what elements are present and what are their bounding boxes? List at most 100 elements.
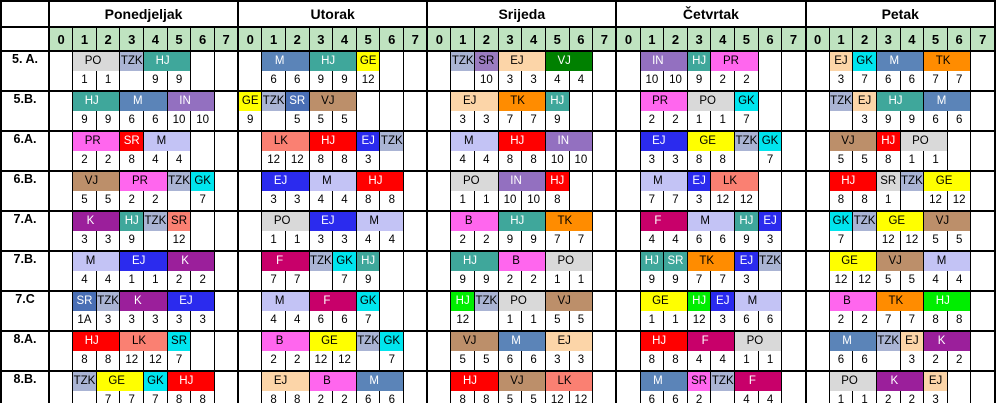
lesson-m[interactable] <box>663 170 688 191</box>
lesson-sr[interactable]: SR <box>686 370 712 391</box>
period-header-petak-3[interactable]: 3 <box>875 26 901 52</box>
lesson-ge[interactable] <box>852 250 877 271</box>
lesson-vj[interactable] <box>852 130 877 151</box>
lesson-hj[interactable]: HJ <box>875 90 903 111</box>
lesson-tk[interactable]: TK <box>497 90 525 111</box>
lesson-f[interactable]: F <box>639 210 664 231</box>
lesson-ge[interactable] <box>663 290 688 311</box>
lesson-vj[interactable] <box>569 50 594 71</box>
lesson-ge[interactable]: GE <box>828 250 858 271</box>
period-header-srijeda-5[interactable]: 5 <box>544 26 570 52</box>
lesson-ej[interactable]: EJ <box>355 130 381 151</box>
lesson-b[interactable] <box>285 330 310 351</box>
lesson-m[interactable]: M <box>734 290 759 311</box>
lesson-pr[interactable]: PR <box>639 90 668 111</box>
lesson-b[interactable]: B <box>497 250 522 271</box>
lesson-gk[interactable]: GK <box>828 210 854 231</box>
period-header-srijeda-0[interactable]: 0 <box>426 26 452 52</box>
lesson-gk[interactable]: GK <box>143 370 168 391</box>
lesson-lk[interactable]: LK <box>119 330 146 351</box>
lesson-ej[interactable]: EJ <box>119 250 145 271</box>
lesson-hj[interactable] <box>663 330 688 351</box>
lesson-vj[interactable]: VJ <box>544 290 571 311</box>
lesson-hj[interactable]: HJ <box>450 250 477 271</box>
lesson-m[interactable] <box>758 290 783 311</box>
lesson-gk[interactable]: GK <box>332 250 357 271</box>
lesson-hj[interactable]: HJ <box>875 130 901 151</box>
class-label-5b[interactable]: 5.B. <box>1 90 50 131</box>
lesson-ej[interactable] <box>332 210 357 231</box>
lesson-vj[interactable]: VJ <box>497 370 524 391</box>
lesson-lk[interactable] <box>569 370 594 391</box>
lesson-m[interactable] <box>285 290 310 311</box>
lesson-pr[interactable]: PR <box>710 50 739 71</box>
lesson-m[interactable] <box>947 250 972 271</box>
period-header-ponedjeljak-2[interactable]: 2 <box>95 26 121 52</box>
lesson-ge[interactable] <box>332 330 357 351</box>
class-label-8b[interactable]: 8.B. <box>1 370 50 403</box>
lesson-lk[interactable]: LK <box>544 370 572 391</box>
period-header-petak-2[interactable]: 2 <box>852 26 877 52</box>
period-header-petak-0[interactable]: 0 <box>804 26 830 52</box>
lesson-m[interactable]: M <box>261 290 286 311</box>
lesson-ej[interactable] <box>285 170 310 191</box>
lesson-hj[interactable]: HJ <box>119 210 145 231</box>
lesson-k[interactable]: K <box>119 290 144 311</box>
lesson-po[interactable]: PO <box>734 330 763 351</box>
lesson-ej[interactable]: EJ <box>923 370 948 391</box>
lesson-lk[interactable] <box>734 170 759 191</box>
period-header-petak-7[interactable]: 7 <box>970 26 996 52</box>
lesson-ge[interactable]: GE <box>237 90 263 111</box>
lesson-po[interactable]: PO <box>497 290 527 311</box>
lesson-ej[interactable]: EJ <box>308 210 335 231</box>
lesson-f[interactable] <box>332 290 357 311</box>
lesson-sr[interactable]: SR <box>166 330 192 351</box>
lesson-hj[interactable] <box>900 90 925 111</box>
lesson-ej[interactable]: EJ <box>710 290 736 311</box>
lesson-po[interactable]: PO <box>544 250 574 271</box>
lesson-k[interactable] <box>900 370 925 391</box>
lesson-in[interactable]: IN <box>544 130 570 151</box>
lesson-hj[interactable] <box>852 170 877 191</box>
lesson-m[interactable]: M <box>923 250 948 271</box>
lesson-in[interactable] <box>663 50 688 71</box>
lesson-k[interactable] <box>190 250 215 271</box>
lesson-lk[interactable]: LK <box>710 170 737 191</box>
lesson-ej[interactable] <box>569 330 594 351</box>
lesson-po[interactable] <box>474 170 499 191</box>
lesson-hj[interactable]: HJ <box>355 250 381 271</box>
period-header-utorak-1[interactable]: 1 <box>261 26 286 52</box>
lesson-hj[interactable] <box>474 370 499 391</box>
lesson-k[interactable]: K <box>923 330 948 351</box>
lesson-ge[interactable] <box>900 210 925 231</box>
lesson-ge[interactable]: GE <box>95 370 125 391</box>
lesson-pr[interactable] <box>96 130 121 151</box>
lesson-k[interactable] <box>143 290 168 311</box>
period-header-srijeda-7[interactable]: 7 <box>592 26 618 52</box>
lesson-m[interactable] <box>947 90 972 111</box>
lesson-f[interactable]: F <box>261 250 286 271</box>
lesson-sr[interactable]: SR <box>663 250 688 271</box>
lesson-gk[interactable]: GK <box>379 330 405 351</box>
lesson-ej[interactable]: EJ <box>166 290 193 311</box>
lesson-k[interactable] <box>96 210 121 231</box>
lesson-ge[interactable]: GE <box>639 290 669 311</box>
lesson-ej[interactable] <box>663 130 688 151</box>
lesson-hj[interactable] <box>96 90 121 111</box>
lesson-f[interactable] <box>758 370 783 391</box>
lesson-po[interactable]: PO <box>828 370 858 391</box>
lesson-in[interactable] <box>190 90 215 111</box>
lesson-po[interactable]: PO <box>686 90 716 111</box>
period-header-četvrtak-4[interactable]: 4 <box>710 26 736 52</box>
lesson-hj[interactable] <box>96 330 121 351</box>
lesson-f[interactable]: F <box>308 290 333 311</box>
lesson-gk[interactable]: GK <box>852 50 877 71</box>
lesson-ge[interactable]: GE <box>923 170 952 191</box>
lesson-gk[interactable]: GK <box>190 170 215 191</box>
lesson-hj[interactable]: HJ <box>308 50 335 71</box>
lesson-hj[interactable]: HJ <box>355 170 382 191</box>
lesson-ej[interactable]: EJ <box>686 170 712 191</box>
lesson-vj[interactable]: VJ <box>308 90 335 111</box>
lesson-hj[interactable] <box>947 290 972 311</box>
period-header-ponedjeljak-3[interactable]: 3 <box>119 26 145 52</box>
